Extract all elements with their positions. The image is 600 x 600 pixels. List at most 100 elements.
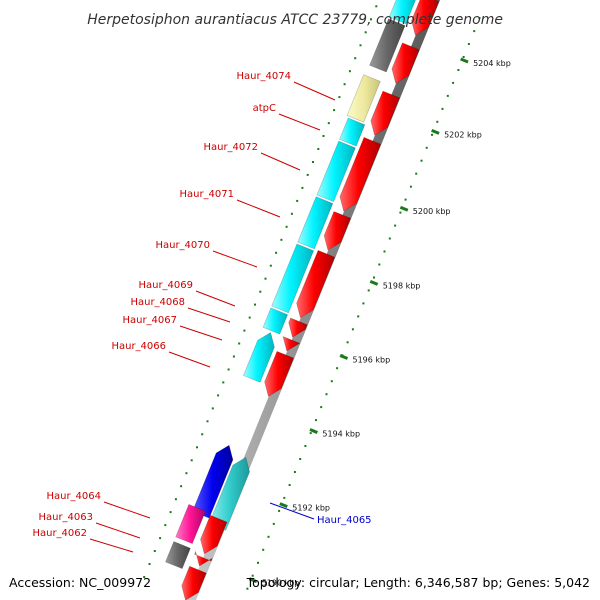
cds-reverse-4062[interactable] (165, 541, 191, 569)
ruler-dot (296, 199, 299, 202)
ruler-dot (222, 381, 225, 384)
ruler-dot (370, 18, 372, 21)
cds-forward-4063[interactable] (194, 550, 213, 567)
ruler-dot (185, 472, 188, 475)
gene-label-text: Haur_4065 (317, 515, 372, 526)
ruler-tick (339, 354, 349, 360)
cds-forward-4066[interactable] (264, 351, 295, 397)
feature-track (165, 0, 440, 600)
gene-label[interactable]: Haur_4071 (179, 189, 281, 218)
ruler-dot (373, 276, 375, 279)
ruler-dot (262, 548, 265, 551)
gene-label-text: Haur_4070 (155, 240, 210, 251)
gene-label[interactable]: Haur_4070 (155, 240, 258, 268)
ruler-dot (312, 161, 314, 163)
cds-reverse-4074[interactable] (369, 18, 406, 73)
ruler-dot (364, 31, 367, 34)
cds-forward-4070[interactable] (296, 250, 336, 319)
cds-reverse-4072[interactable] (339, 117, 366, 147)
gene-label-text: Haur_4069 (138, 280, 193, 291)
ruler-dot (362, 302, 365, 305)
ruler-tick (279, 502, 288, 509)
cds-reverse-4065b[interactable] (208, 456, 250, 531)
cds-reverse-4065a[interactable] (192, 444, 234, 519)
ruler-dot (243, 329, 246, 332)
ruler-tick-label: 5194 kbp (322, 430, 360, 439)
ruler-dot (288, 484, 291, 486)
ruler-dot (159, 537, 162, 540)
ruler-dot (457, 69, 460, 71)
ruler-dot (375, 5, 378, 8)
gene-label-leader (278, 113, 321, 131)
cds-forward-4064[interactable] (200, 514, 228, 555)
cds-reverse-4067[interactable] (262, 307, 288, 335)
ruler-dot (462, 56, 465, 58)
gene-label[interactable]: Haur_4067 (122, 315, 223, 341)
cds-forward-4071[interactable] (323, 211, 351, 251)
gene-label-text: Haur_4067 (122, 315, 177, 326)
ruler-dot (254, 303, 256, 306)
gene-label[interactable]: Haur_4066 (111, 341, 211, 368)
cds-forward-4068[interactable] (288, 317, 308, 338)
ruler-dot (148, 563, 151, 565)
cds-forward-4072[interactable] (339, 137, 382, 212)
cds-reverse-4066[interactable] (243, 332, 275, 383)
gene-label[interactable]: Haur_4072 (203, 142, 301, 171)
ruler-tick (369, 279, 379, 286)
ruler-tick (431, 128, 440, 135)
ruler-dot (322, 135, 325, 137)
ruler-dot (283, 496, 286, 499)
ruler-dot (359, 44, 362, 47)
ruler-dot (333, 109, 336, 112)
cds-reverse-4064[interactable] (175, 504, 206, 544)
ruler-dot (367, 289, 370, 292)
ruler-dot (238, 342, 241, 345)
cds-forward-top[interactable] (411, 0, 440, 36)
ruler-dot (354, 57, 357, 60)
ruler-dot (211, 407, 214, 410)
gene-label-text: atpC (253, 103, 276, 114)
gene-label[interactable]: Haur_4064 (46, 491, 151, 519)
gene-label-text: Haur_4072 (203, 142, 258, 153)
position-ruler: 5190 kbp 5192 kbp 5194 kbp 5196 kbp 5198 kbp… (143, 5, 511, 590)
ruler-dot (336, 367, 339, 370)
ruler-tick-label: 5204 kbp (473, 59, 511, 68)
cds-reverse-4070[interactable] (297, 196, 334, 250)
gene-label[interactable]: Haur_4063 (38, 512, 141, 539)
ruler-dot (452, 81, 455, 84)
gene-label[interactable]: Haur_4069 (138, 280, 236, 307)
gene-label-text: Haur_4066 (111, 341, 166, 352)
gene-label-leader (212, 250, 258, 268)
ruler-dot (217, 394, 220, 397)
gene-label[interactable]: atpC (253, 103, 321, 131)
ruler-tick-label: 5200 kbp (413, 207, 451, 216)
cds-forward-4062[interactable] (181, 565, 207, 600)
ruler-tick-label: 5190 kbp (262, 579, 300, 588)
ruler-tick (460, 57, 469, 64)
ruler-dot (269, 264, 272, 267)
cds-reverse-top[interactable] (388, 0, 418, 25)
ruler-dot (388, 237, 391, 240)
ruler-dot (327, 122, 330, 125)
cds-reverse-atpC[interactable] (346, 74, 381, 123)
gene-label[interactable]: Haur_4074 (236, 71, 336, 101)
cds-reverse-4071[interactable] (316, 140, 356, 202)
ruler-dot (257, 561, 259, 564)
cds-forward-atpC[interactable] (370, 90, 400, 136)
cds-reverse-4069[interactable] (271, 243, 314, 314)
ruler-dot (264, 277, 267, 280)
ruler-dot (272, 522, 275, 525)
cds-forward-4067[interactable] (282, 335, 301, 352)
ruler-dot (325, 393, 328, 396)
gene-label[interactable]: Haur_4068 (130, 297, 231, 323)
ruler-dot (330, 380, 333, 383)
gene-label[interactable]: Haur_4065 (269, 502, 372, 526)
ruler-dot (378, 263, 381, 266)
ruler-dot (285, 225, 288, 228)
ruler-dot (346, 341, 349, 344)
gene-label-text: Haur_4063 (38, 512, 93, 523)
cds-forward-4074[interactable] (391, 42, 420, 84)
ruler-dot (351, 328, 354, 331)
ruler-dot (232, 355, 235, 358)
gene-label[interactable]: Haur_4062 (32, 528, 134, 553)
